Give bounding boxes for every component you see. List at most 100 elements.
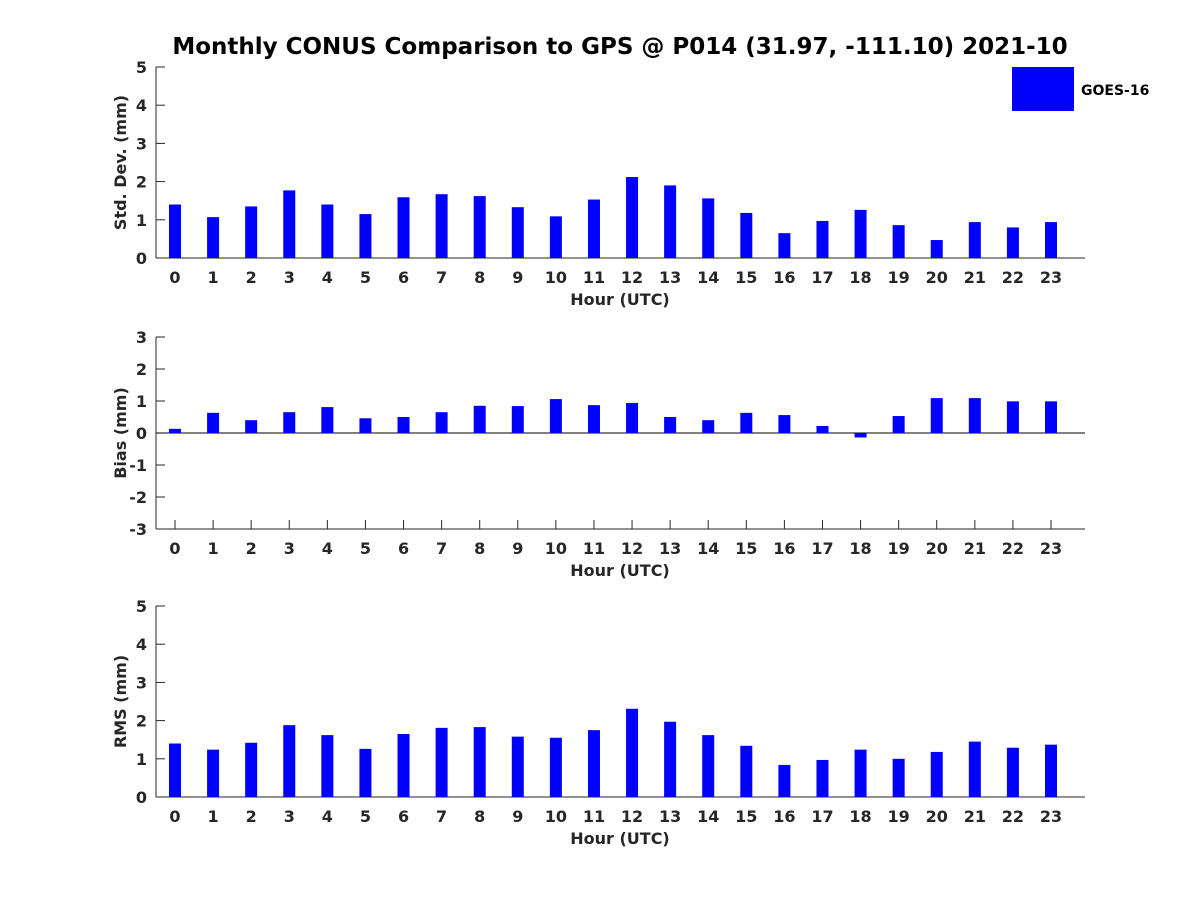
- bias-bar: [473, 405, 486, 433]
- bias-x-label: Hour (UTC): [570, 561, 670, 580]
- std-dev-x-tick-label: 17: [811, 268, 833, 287]
- std-dev-x-tick-label: 5: [360, 268, 371, 287]
- std-dev-x-tick-label: 8: [474, 268, 485, 287]
- std-dev-bar: [207, 217, 220, 258]
- rms-x-tick-label: 1: [208, 807, 219, 826]
- bias-y-tick-label: 2: [136, 360, 147, 379]
- bias-x-tick-label: 10: [545, 539, 567, 558]
- std-dev-x-tick-label: 22: [1002, 268, 1024, 287]
- rms-x-tick-label: 14: [697, 807, 719, 826]
- bias-bar: [626, 402, 639, 433]
- rms-bar: [283, 725, 296, 797]
- std-dev-bar: [854, 209, 867, 258]
- std-dev-x-tick-label: 4: [322, 268, 333, 287]
- bias-x-tick-label: 13: [659, 539, 681, 558]
- std-dev-x-tick-label: 11: [583, 268, 605, 287]
- rms-y-tick-label: 2: [136, 712, 147, 731]
- std-dev-bar: [740, 212, 753, 258]
- std-dev-bar: [587, 199, 600, 258]
- bias-x-tick-label: 11: [583, 539, 605, 558]
- std-dev-bar: [892, 225, 905, 258]
- rms-y-tick-label: 3: [136, 673, 147, 692]
- rms-x-tick-label: 22: [1002, 807, 1024, 826]
- rms-bar: [626, 708, 639, 797]
- bias-x-tick-label: 18: [849, 539, 871, 558]
- rms-x-tick-label: 3: [284, 807, 295, 826]
- bias-bar: [930, 398, 943, 433]
- rms-x-tick-label: 18: [849, 807, 871, 826]
- rms-x-tick-label: 4: [322, 807, 333, 826]
- rms-x-tick-label: 5: [360, 807, 371, 826]
- bias-y-tick-label: -2: [129, 488, 147, 507]
- rms-x-tick-label: 7: [436, 807, 447, 826]
- rms-x-tick-label: 8: [474, 807, 485, 826]
- std-dev-y-tick-label: 4: [136, 96, 147, 115]
- std-dev-x-tick-label: 23: [1040, 268, 1062, 287]
- rms-x-tick-label: 0: [169, 807, 180, 826]
- rms-x-tick-label: 10: [545, 807, 567, 826]
- std-dev-bar: [968, 222, 981, 258]
- bias-bar: [702, 420, 715, 433]
- std-dev-y-tick-label: 0: [136, 249, 147, 268]
- bias-bar: [245, 420, 258, 433]
- rms-bar: [816, 759, 829, 797]
- std-dev-x-tick-label: 0: [169, 268, 180, 287]
- bias-x-tick-label: 2: [246, 539, 257, 558]
- std-dev-bar: [702, 198, 715, 258]
- bias-x-tick-label: 22: [1002, 539, 1024, 558]
- bias-x-tick-label: 9: [512, 539, 523, 558]
- std-dev-bar: [549, 216, 562, 258]
- bias-bar: [816, 425, 829, 433]
- rms-bar: [207, 749, 220, 797]
- bias-y-tick-label: -1: [129, 456, 147, 475]
- rms-bar: [511, 736, 524, 797]
- std-dev-x-tick-label: 2: [246, 268, 257, 287]
- legend-swatch: [1012, 67, 1074, 111]
- bias-bar: [397, 417, 410, 433]
- bias-bar: [968, 398, 981, 433]
- bias-bar: [321, 407, 334, 433]
- bias-x-tick-label: 6: [398, 539, 409, 558]
- std-dev-bar: [1006, 227, 1019, 258]
- bias-y-tick-label: 0: [136, 424, 147, 443]
- rms-x-tick-label: 21: [964, 807, 986, 826]
- bias-x-tick-label: 5: [360, 539, 371, 558]
- rms-x-tick-label: 23: [1040, 807, 1062, 826]
- rms-bar: [473, 727, 486, 797]
- bias-bar: [549, 399, 562, 433]
- std-dev-bar: [816, 220, 829, 258]
- bias-x-tick-label: 17: [811, 539, 833, 558]
- bias-y-label: Bias (mm): [111, 387, 130, 479]
- rms-x-tick-label: 9: [512, 807, 523, 826]
- rms-y-tick-label: 4: [136, 635, 147, 654]
- bias-bar: [740, 412, 753, 433]
- rms-y-tick-label: 5: [136, 597, 147, 616]
- std-dev-x-tick-label: 10: [545, 268, 567, 287]
- rms-y-tick-label: 0: [136, 788, 147, 807]
- std-dev-x-tick-label: 12: [621, 268, 643, 287]
- bias-x-tick-label: 19: [888, 539, 910, 558]
- bias-bar: [664, 417, 677, 433]
- bias-bar: [283, 412, 296, 433]
- bias-x-tick-label: 3: [284, 539, 295, 558]
- legend-label: GOES-16: [1081, 83, 1149, 99]
- rms-bar: [1045, 744, 1057, 797]
- std-dev-y-tick-label: 2: [136, 173, 147, 192]
- std-dev-bar: [321, 204, 334, 258]
- std-dev-x-tick-label: 1: [208, 268, 219, 287]
- std-dev-bar: [435, 194, 448, 258]
- bias-y-tick-label: 3: [136, 328, 147, 347]
- std-dev-x-label: Hour (UTC): [570, 290, 670, 309]
- std-dev-x-tick-label: 15: [735, 268, 757, 287]
- std-dev-y-tick-label: 3: [136, 134, 147, 153]
- rms-bar: [397, 733, 410, 797]
- std-dev-bar: [169, 204, 181, 258]
- bias-bar: [435, 412, 448, 433]
- std-dev-x-tick-label: 18: [849, 268, 871, 287]
- std-dev-bar: [283, 190, 296, 258]
- bias-x-tick-label: 16: [773, 539, 795, 558]
- bias-x-tick-label: 0: [169, 539, 180, 558]
- rms-bar: [740, 745, 753, 797]
